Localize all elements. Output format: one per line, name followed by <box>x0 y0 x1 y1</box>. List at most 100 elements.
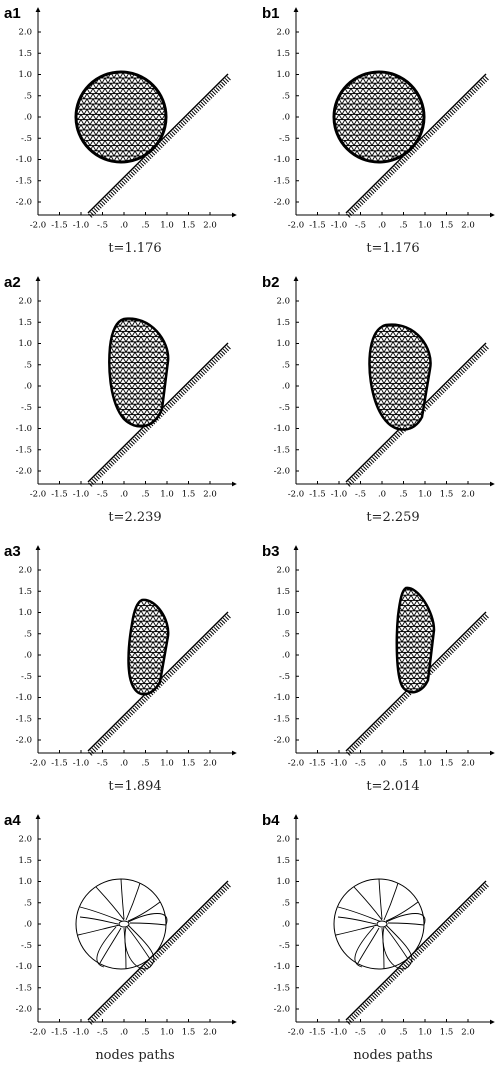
x-tick-label: -1.5 <box>309 221 325 231</box>
x-tick-label: .5 <box>399 490 407 500</box>
node-path <box>127 901 161 922</box>
particle-mesh <box>108 317 170 428</box>
node-path <box>129 922 167 926</box>
panel-label: b2 <box>262 274 280 291</box>
x-tick-label: 2.0 <box>203 1028 217 1038</box>
y-tick-label: 2.0 <box>18 835 32 845</box>
y-tick-label: -.5 <box>279 403 290 413</box>
x-tick-label: -1.0 <box>331 221 347 231</box>
caption: t=1.176 <box>108 241 161 256</box>
y-tick-label: 1.5 <box>276 587 290 597</box>
y-tick-label: 2.0 <box>276 297 290 307</box>
node-path <box>125 913 168 926</box>
node-path <box>383 913 426 926</box>
panel: a1 t=1.176 2.0 1.5 1.0 .5 .0 -.5 -1.0 -1.5 -2.0 -2.… <box>4 5 237 256</box>
x-tick-label: .0 <box>378 221 386 231</box>
y-tick-label: -1.5 <box>16 445 32 455</box>
wall-hatch <box>88 882 232 1025</box>
wall-hatch <box>346 882 490 1025</box>
x-tick-label: -.5 <box>97 490 108 500</box>
node-path <box>382 924 413 970</box>
x-tick-label: -.5 <box>355 221 366 231</box>
y-tick-label: -1.5 <box>274 714 290 724</box>
x-tick-label: 1.0 <box>160 490 174 500</box>
node-path <box>357 927 380 964</box>
y-tick-label: -1.5 <box>274 176 290 186</box>
panel-label: b4 <box>262 812 280 829</box>
x-tick-label: -.5 <box>355 1028 366 1038</box>
node-path <box>354 926 375 968</box>
y-tick-label: .5 <box>282 898 290 908</box>
x-tick-label: -2.0 <box>30 221 46 231</box>
y-tick-label: 1.0 <box>18 877 32 887</box>
y-tick-label: 1.5 <box>18 318 32 328</box>
y-tick-label: -2.0 <box>16 1005 32 1015</box>
y-tick-label: 2.0 <box>18 297 32 307</box>
y-tick-label: .0 <box>282 920 290 930</box>
y-tick-label: 2.0 <box>276 28 290 38</box>
y-tick-label: -.5 <box>279 672 290 682</box>
x-tick-label: 2.0 <box>461 221 475 231</box>
node-path <box>337 916 377 925</box>
particle-mesh <box>395 586 436 694</box>
wall-hatch <box>346 344 490 487</box>
node-path <box>77 924 121 936</box>
y-tick-label: -1.5 <box>16 714 32 724</box>
node-path <box>124 924 155 970</box>
y-tick-label: .5 <box>282 629 290 639</box>
y-tick-label: 1.0 <box>276 608 290 618</box>
x-tick-label: 1.0 <box>418 759 432 769</box>
x-tick-label: -1.5 <box>51 221 67 231</box>
y-tick-label: 2.0 <box>276 566 290 576</box>
y-tick-label: -1.5 <box>274 445 290 455</box>
x-tick-label: -1.0 <box>331 490 347 500</box>
y-tick-label: -1.0 <box>274 424 290 434</box>
x-tick-label: .0 <box>120 221 128 231</box>
node-path <box>337 906 383 923</box>
wall-hatch <box>346 75 490 218</box>
y-tick-label: 1.0 <box>18 70 32 80</box>
y-tick-label: 2.0 <box>18 28 32 38</box>
caption: t=2.259 <box>366 510 419 525</box>
node-path <box>126 926 151 960</box>
y-tick-label: -2.0 <box>274 1005 290 1015</box>
y-tick-label: 1.0 <box>18 339 32 349</box>
x-tick-label: 1.0 <box>418 490 432 500</box>
y-tick-label: -2.0 <box>16 198 32 208</box>
x-tick-label: 2.0 <box>203 759 217 769</box>
panel-label: a4 <box>4 812 21 829</box>
y-tick-label: .5 <box>24 360 32 370</box>
x-tick-label: -1.5 <box>309 1028 325 1038</box>
node-path <box>383 882 399 921</box>
x-tick-label: -.5 <box>97 759 108 769</box>
center-node <box>376 920 388 928</box>
x-tick-label: -1.0 <box>73 490 89 500</box>
x-tick-label: .0 <box>120 1028 128 1038</box>
wall-hatch <box>88 75 232 218</box>
y-tick-label: -1.0 <box>16 962 32 972</box>
x-tick-label: -2.0 <box>288 759 304 769</box>
x-tick-label: -2.0 <box>30 759 46 769</box>
node-path <box>99 927 122 964</box>
x-tick-label: .5 <box>399 759 407 769</box>
y-tick-label: 1.0 <box>276 877 290 887</box>
y-tick-label: -.5 <box>21 403 32 413</box>
particle-mesh <box>332 70 426 164</box>
x-tick-label: .0 <box>378 490 386 500</box>
y-tick-label: .0 <box>24 382 32 392</box>
x-tick-label: 1.5 <box>440 759 454 769</box>
y-tick-label: 2.0 <box>18 566 32 576</box>
x-tick-label: 1.0 <box>160 221 174 231</box>
node-path <box>120 878 125 920</box>
panel-label: a1 <box>4 5 21 22</box>
y-tick-label: -1.5 <box>274 983 290 993</box>
y-tick-label: 1.5 <box>18 587 32 597</box>
x-tick-label: -1.5 <box>51 490 67 500</box>
panel-label: b3 <box>262 543 280 560</box>
x-tick-label: 2.0 <box>203 490 217 500</box>
y-tick-label: .0 <box>282 113 290 123</box>
y-tick-label: -1.0 <box>16 155 32 165</box>
x-tick-label: 1.0 <box>418 1028 432 1038</box>
x-tick-label: -.5 <box>97 221 108 231</box>
x-tick-label: 1.5 <box>440 490 454 500</box>
